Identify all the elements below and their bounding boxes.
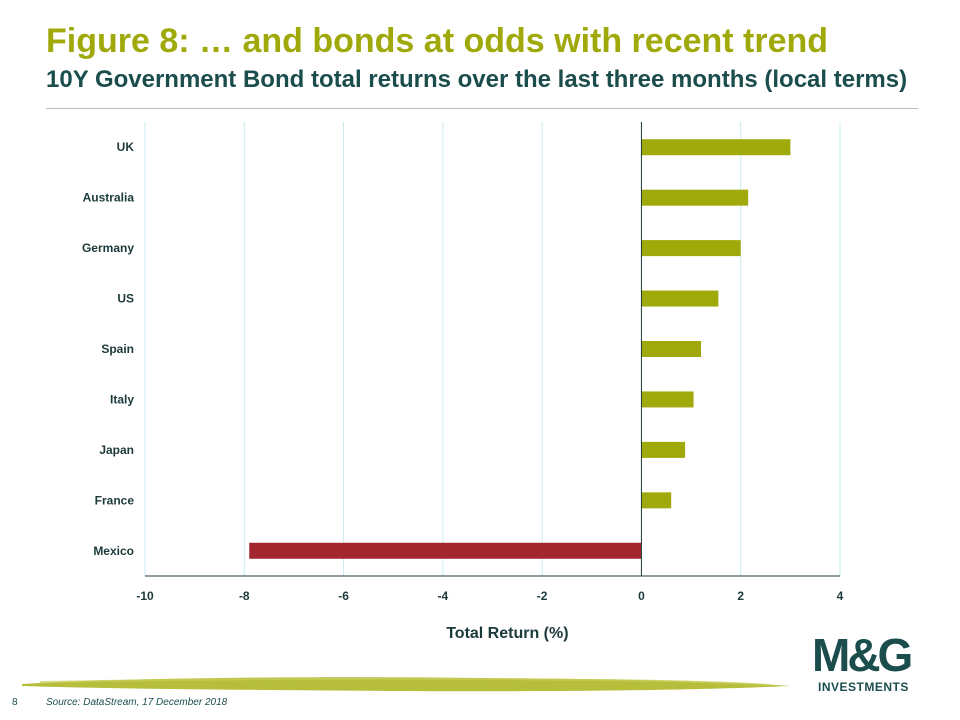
category-label: France bbox=[95, 493, 135, 507]
category-labels: UK Australia Germany US Spain Italy Japan Franc… bbox=[82, 140, 134, 558]
mg-investments-logo: M&G INVESTMENTS bbox=[806, 632, 946, 702]
category-label: Japan bbox=[99, 443, 134, 457]
category-label: Italy bbox=[110, 392, 134, 406]
bar-australia bbox=[641, 189, 749, 206]
bars bbox=[249, 139, 791, 559]
x-tick-label: -2 bbox=[537, 589, 548, 603]
bar-us bbox=[641, 290, 719, 307]
bar-mexico bbox=[249, 542, 642, 559]
chart-subtitle: 10Y Government Bond total returns over t… bbox=[46, 66, 908, 93]
category-label: Australia bbox=[83, 191, 135, 205]
bar-spain bbox=[641, 341, 701, 357]
x-tick-label: -6 bbox=[338, 589, 349, 603]
page-number: 8 bbox=[12, 697, 18, 708]
x-tick-label: -10 bbox=[136, 589, 154, 603]
category-label: UK bbox=[117, 140, 135, 154]
category-label: Germany bbox=[82, 241, 134, 255]
axes bbox=[145, 122, 840, 577]
bar-chart: UK Australia Germany US Spain Italy Japan Franc… bbox=[82, 122, 844, 642]
x-tick-label: -8 bbox=[239, 589, 250, 603]
bar-japan bbox=[641, 441, 686, 458]
x-tick-label: 2 bbox=[737, 589, 744, 603]
gridlines bbox=[144, 122, 841, 576]
x-tick-label: 4 bbox=[837, 589, 844, 603]
category-label: US bbox=[117, 292, 134, 306]
category-label: Mexico bbox=[93, 544, 134, 558]
category-label: Spain bbox=[101, 342, 134, 356]
title-divider bbox=[46, 108, 918, 109]
brush-stroke-divider bbox=[22, 677, 790, 692]
x-tick-label: -4 bbox=[438, 589, 449, 603]
bar-italy bbox=[641, 391, 694, 408]
bar-germany bbox=[641, 240, 741, 257]
bar-uk bbox=[641, 139, 791, 156]
logo-mark: M&G bbox=[812, 629, 913, 681]
chart-title: Figure 8: … and bonds at odds with recen… bbox=[46, 22, 829, 60]
x-tick-label: 0 bbox=[638, 589, 645, 603]
x-axis-title: Total Return (%) bbox=[446, 625, 568, 642]
bar-france bbox=[641, 492, 672, 509]
logo-subtext: INVESTMENTS bbox=[818, 680, 909, 694]
source-note: Source: DataStream, 17 December 2018 bbox=[46, 697, 228, 708]
x-tick-labels: -10 -8 -6 -4 -2 0 2 4 bbox=[136, 589, 843, 603]
